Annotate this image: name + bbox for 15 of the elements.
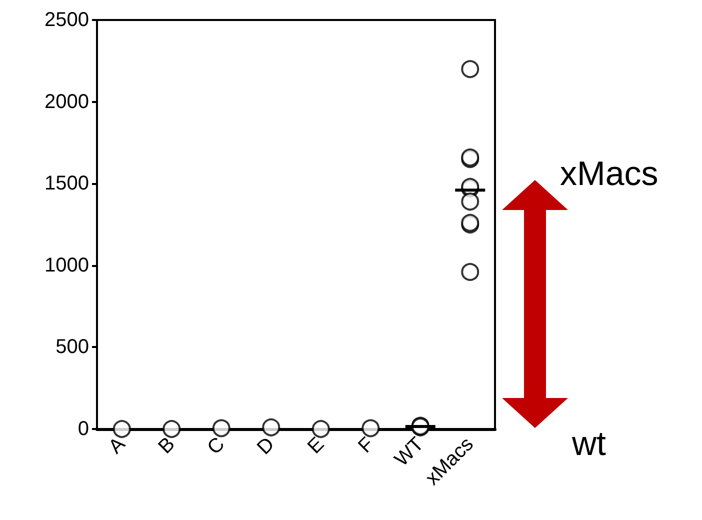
x-tick-label: E bbox=[304, 433, 329, 458]
x-tick-label: WT bbox=[390, 433, 428, 471]
y-tick-label: 2000 bbox=[44, 90, 89, 113]
x-tick-label: A bbox=[104, 432, 130, 458]
y-tick-label: 1000 bbox=[44, 254, 89, 276]
x-tick-label: F bbox=[354, 433, 378, 458]
text: xMacs bbox=[560, 155, 658, 194]
x-tick-label: D bbox=[253, 433, 279, 459]
text: wt bbox=[572, 425, 606, 464]
x-tick-label: B bbox=[154, 433, 180, 458]
x-tick-label: C bbox=[203, 433, 230, 459]
y-tick-label: 500 bbox=[56, 336, 89, 358]
y-tick-label: 2500 bbox=[44, 9, 89, 31]
y-tick-label: 1500 bbox=[44, 172, 89, 195]
y-tick-label: 0 bbox=[78, 418, 89, 440]
